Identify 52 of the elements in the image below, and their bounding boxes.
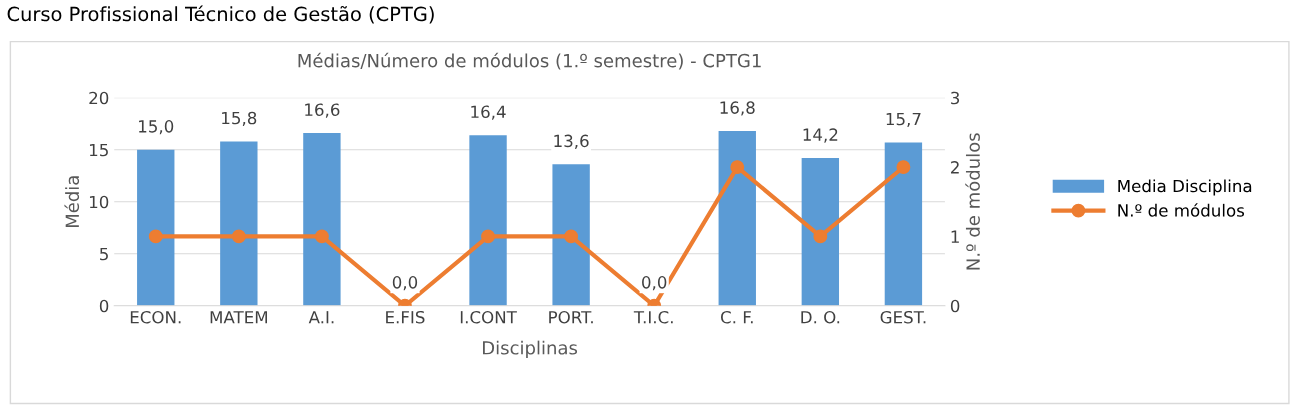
legend-label: Media Disciplina — [1118, 179, 1252, 196]
data-label: 16,6 — [305, 103, 340, 118]
point — [481, 229, 495, 244]
y-tick-label: 15 — [89, 143, 108, 157]
x-tick-label: C. F. — [720, 310, 753, 324]
y-tick-label: 10 — [89, 195, 109, 209]
x-tick-label: I.CONT — [460, 310, 517, 324]
chart-title: Médias/Número de módulos (1.º semestre) - CPTG1 — [298, 52, 761, 70]
bar — [884, 142, 923, 306]
y2-tick-label: 1 — [951, 230, 959, 243]
x-tick-label: MATEM — [210, 311, 267, 324]
y-tick-label: 20 — [89, 91, 109, 105]
data-label: 14,2 — [803, 128, 838, 143]
legend-label: N.º de módulos — [1118, 203, 1245, 217]
bar — [469, 135, 507, 306]
data-label: 13,6 — [554, 134, 589, 149]
x-tick-label: ECON. — [130, 310, 181, 324]
data-label: 15,7 — [886, 112, 921, 128]
data-label: 16,4 — [471, 105, 506, 120]
data-label: 16,8 — [720, 101, 755, 116]
data-label: 0,0 — [392, 276, 418, 291]
x-tick-label: PORT. — [549, 310, 593, 324]
point — [314, 229, 329, 244]
y-axis-title: Média — [64, 176, 80, 228]
point — [730, 160, 745, 175]
bar — [303, 133, 341, 306]
bar — [552, 164, 590, 306]
bar — [718, 131, 756, 306]
y-tick-label: 5 — [100, 247, 108, 261]
y2-tick-label: 3 — [951, 91, 960, 105]
x-tick-label: T.I.C. — [633, 310, 673, 324]
bar — [137, 149, 175, 306]
bar — [220, 141, 258, 306]
text: Curso Profissional Técnico de Gestão (CPTG) — [7, 5, 434, 24]
x-tick-label: GEST. — [880, 310, 926, 324]
x-tick-label: D. O. — [801, 310, 840, 324]
point — [813, 229, 828, 244]
y2-tick-label: 2 — [951, 161, 959, 174]
y-tick-label: 0 — [99, 299, 109, 313]
data-label: 15,8 — [222, 111, 257, 127]
point — [148, 229, 163, 244]
x-axis-title: Disciplinas — [483, 340, 578, 359]
point — [564, 229, 579, 244]
data-label: 0,0 — [642, 276, 667, 291]
point — [896, 160, 911, 175]
point — [231, 229, 246, 244]
x-tick-label: E.FIS — [386, 310, 425, 324]
bar — [801, 158, 840, 306]
x-tick-label: A.I. — [308, 311, 334, 324]
y2-axis-title: N.º de módulos — [965, 133, 980, 270]
y2-tick-label: 0 — [950, 299, 960, 313]
data-label: 15,0 — [139, 120, 174, 135]
